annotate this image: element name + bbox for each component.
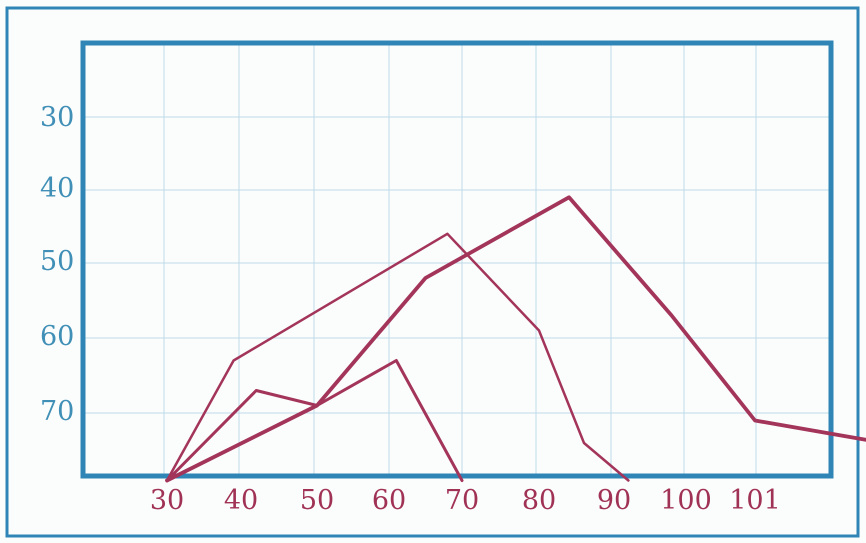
x-tick-label: 90 <box>597 485 631 516</box>
grid <box>83 43 831 476</box>
x-tick-label: 60 <box>372 485 406 516</box>
y-axis-tick-labels: 30 40 50 60 70 <box>40 102 74 427</box>
x-tick-label: 70 <box>445 485 479 516</box>
x-tick-label: 50 <box>300 485 334 516</box>
series-group <box>165 195 866 483</box>
y-tick-label: 50 <box>40 246 74 277</box>
x-tick-label: 30 <box>150 485 184 516</box>
y-tick-label: 60 <box>40 321 74 352</box>
plot-frame <box>80 40 834 479</box>
series-line-3 <box>165 195 866 483</box>
outer-frame <box>5 6 860 538</box>
y-tick-label: 30 <box>40 102 74 133</box>
y-tick-label: 40 <box>40 173 74 204</box>
series-line-1 <box>165 232 630 482</box>
x-tick-label: 100 <box>660 485 712 516</box>
y-tick-label: 70 <box>40 396 74 427</box>
x-tick-label: 101 <box>729 485 781 516</box>
x-axis-tick-labels: 30 40 50 60 70 80 90 100 101 <box>150 485 781 516</box>
x-tick-label: 80 <box>522 485 556 516</box>
x-tick-label: 40 <box>224 485 258 516</box>
